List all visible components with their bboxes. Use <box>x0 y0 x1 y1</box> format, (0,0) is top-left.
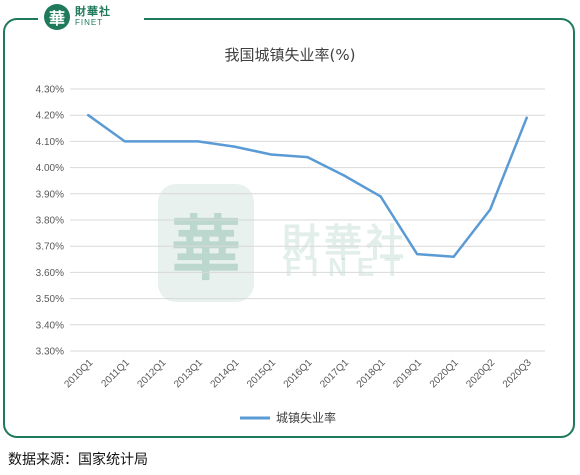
chart-title: 我国城镇失业率(%) <box>224 46 356 64</box>
data-point <box>488 208 492 211</box>
x-tick-label: 2017Q1 <box>318 357 351 390</box>
y-tick-label: 3.50% <box>36 294 64 305</box>
x-tick-label: 2019Q1 <box>391 357 424 390</box>
y-tick-label: 4.00% <box>36 163 64 174</box>
chart-frame <box>3 18 575 438</box>
data-point <box>160 140 163 143</box>
y-tick-label: 3.70% <box>36 242 64 253</box>
data-point <box>415 252 419 256</box>
logo-cn: 財華社 <box>75 5 111 18</box>
x-tick-label: 2020Q2 <box>464 357 497 390</box>
watermark-cn: 財華社 <box>282 221 409 265</box>
y-tick-label: 3.90% <box>36 189 64 200</box>
data-point <box>525 116 528 120</box>
x-tick-label: 2012Q1 <box>136 357 169 390</box>
data-point <box>123 140 127 143</box>
data-point <box>87 114 90 117</box>
logo-en: FINET <box>75 18 104 27</box>
data-point <box>452 255 455 258</box>
watermark-en: FINET <box>285 252 411 282</box>
data-source: 数据来源：国家统计局 <box>8 452 148 468</box>
x-tick-label: 2011Q1 <box>100 357 133 390</box>
y-tick-label: 4.30% <box>36 85 64 96</box>
logo-badge: 華 <box>44 4 70 30</box>
x-tick-label: 2018Q1 <box>355 357 388 390</box>
watermark-seal: 華 <box>158 184 254 302</box>
data-point <box>233 145 236 148</box>
legend-label: 城镇失业率 <box>276 410 336 425</box>
y-tick-label: 3.80% <box>36 216 64 227</box>
y-tick-label: 4.20% <box>36 111 64 122</box>
logo-text: 財華社 FINET <box>75 6 111 28</box>
y-tick-label: 3.60% <box>36 268 64 279</box>
x-tick-label: 2014Q1 <box>209 357 242 390</box>
finet-logo: 華 財華社 FINET <box>38 2 144 32</box>
x-tick-label: 2020Q1 <box>428 357 461 390</box>
data-point <box>269 153 273 156</box>
x-tick-label: 2013Q1 <box>172 357 205 390</box>
data-point <box>379 195 382 198</box>
data-point <box>342 174 346 177</box>
x-tick-label: 2010Q1 <box>62 357 95 390</box>
series-line <box>87 113 528 258</box>
x-tick-label: 2020Q3 <box>501 357 534 390</box>
y-tick-label: 3.40% <box>36 320 64 331</box>
data-point <box>196 140 200 143</box>
y-tick-label: 3.30% <box>36 347 64 358</box>
x-tick-label: 2015Q1 <box>245 357 278 390</box>
data-point <box>306 155 309 159</box>
x-tick-label: 2016Q1 <box>282 357 315 390</box>
y-tick-label: 4.10% <box>36 137 64 148</box>
